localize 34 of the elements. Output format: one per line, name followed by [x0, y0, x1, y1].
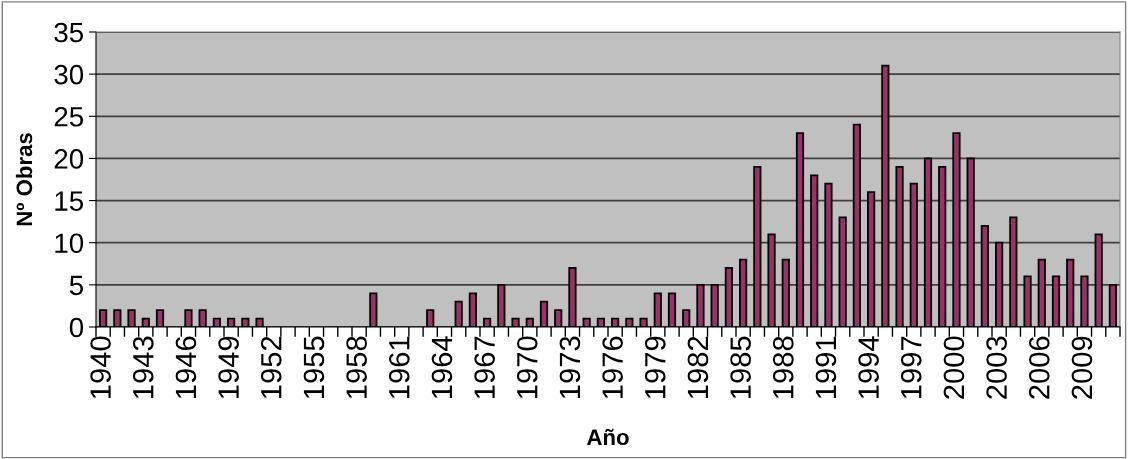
- x-tick-label: 1979: [644, 336, 666, 398]
- x-tick-label: 2006: [1028, 336, 1050, 399]
- y-tick-label: 25: [54, 106, 84, 127]
- x-tick-label: 1952: [260, 336, 282, 398]
- x-tick-label: 1976: [602, 336, 623, 398]
- y-tick-label: 10: [55, 233, 84, 254]
- x-tick-label: 1991: [815, 336, 837, 398]
- y-tick-label: 5: [69, 275, 84, 296]
- x-tick-label: 2003: [986, 336, 1007, 399]
- x-tick-label: 1940: [90, 336, 111, 398]
- x-tick-label: 2009: [1071, 336, 1093, 399]
- x-tick-label: 1946: [175, 336, 197, 398]
- x-tick-label: 1988: [772, 336, 794, 398]
- x-tick-label: 1949: [218, 336, 239, 398]
- x-tick-label: 1964: [431, 336, 453, 398]
- x-tick-label: 1961: [388, 336, 410, 398]
- y-tick-label: 0: [69, 317, 84, 338]
- y-axis-title: Nº Obras: [15, 133, 33, 226]
- x-tick-label: 2000: [943, 336, 965, 399]
- x-tick-label: 1985: [730, 336, 751, 398]
- x-tick-label: 1970: [516, 336, 538, 398]
- x-tick-label: 1943: [132, 336, 154, 398]
- x-tick-label: 1997: [900, 336, 922, 398]
- y-tick-label: 35: [54, 22, 84, 43]
- y-tick-label: 15: [55, 191, 84, 211]
- y-tick-label: 30: [54, 64, 84, 85]
- x-tick-label: 1967: [474, 336, 495, 398]
- x-axis-title: Año: [586, 428, 629, 446]
- x-tick-label: 1958: [346, 336, 367, 398]
- x-tick-label: 1973: [559, 336, 581, 398]
- x-tick-label: 1982: [687, 336, 709, 398]
- y-tick-label: 20: [54, 149, 84, 169]
- x-tick-label: 1994: [858, 336, 879, 398]
- x-tick-label: 1955: [303, 336, 325, 398]
